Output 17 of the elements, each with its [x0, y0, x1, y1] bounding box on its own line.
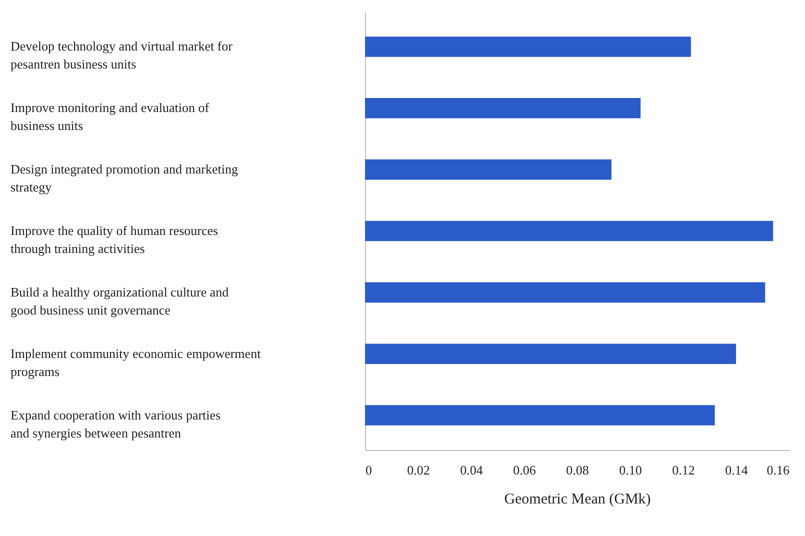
x-tick-label: 0.02 [407, 462, 430, 478]
y-tick-label: Develop technology and virtual market for pesantren business units [10, 38, 234, 72]
x-tick-label: 0.14 [725, 462, 748, 478]
x-tick-label: 0.16 [766, 462, 790, 478]
y-tick-label: Improve monitoring and evaluation of business units [10, 100, 210, 134]
x-tick-label: 0 [366, 462, 372, 478]
y-tick-label: Design integrated promotion and marketing strategy [10, 162, 238, 195]
x-tick-label: 0.10 [619, 462, 642, 478]
y-tick-label: Implement community economic empowerment programs [10, 346, 262, 379]
y-tick-label: Build a healthy organizational culture and good business unit governance [10, 284, 230, 318]
y-tick-label: Improve the quality of human resources through training activities [10, 223, 218, 256]
x-tick-label: 0.12 [672, 462, 695, 478]
x-tick-label: 0.04 [460, 462, 484, 478]
x-axis-title: Geometric Mean (GMk) [504, 492, 651, 508]
y-tick-label: Expand cooperation with various parties and synergies between pesantren [10, 407, 221, 440]
x-tick-label: 0.08 [566, 462, 589, 478]
x-tick-label: 0.06 [513, 462, 536, 478]
